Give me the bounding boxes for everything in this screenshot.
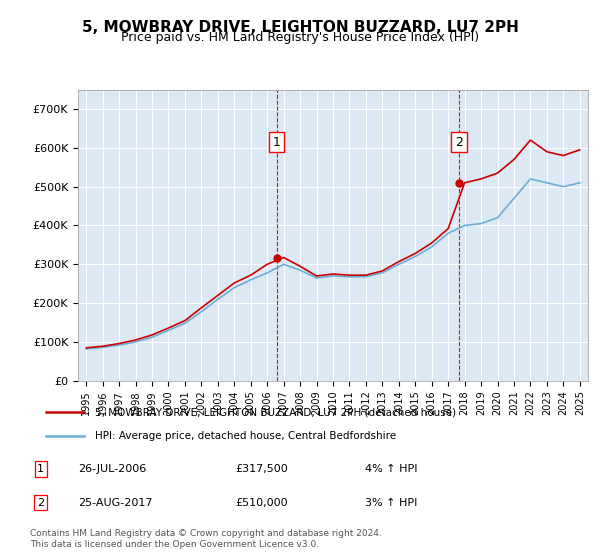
Text: 2: 2 [455,136,463,148]
Text: Price paid vs. HM Land Registry's House Price Index (HPI): Price paid vs. HM Land Registry's House … [121,31,479,44]
Text: 2: 2 [37,498,44,507]
Text: £317,500: £317,500 [235,464,288,474]
Text: 25-AUG-2017: 25-AUG-2017 [79,498,153,507]
Text: HPI: Average price, detached house, Central Bedfordshire: HPI: Average price, detached house, Cent… [95,431,396,441]
Text: 26-JUL-2006: 26-JUL-2006 [79,464,147,474]
Text: 5, MOWBRAY DRIVE, LEIGHTON BUZZARD, LU7 2PH: 5, MOWBRAY DRIVE, LEIGHTON BUZZARD, LU7 … [82,20,518,35]
Text: £510,000: £510,000 [235,498,288,507]
Text: 3% ↑ HPI: 3% ↑ HPI [365,498,417,507]
Text: 4% ↑ HPI: 4% ↑ HPI [365,464,418,474]
Text: Contains HM Land Registry data © Crown copyright and database right 2024.
This d: Contains HM Land Registry data © Crown c… [30,529,382,549]
Text: 1: 1 [272,136,281,148]
Text: 1: 1 [37,464,44,474]
Text: 5, MOWBRAY DRIVE, LEIGHTON BUZZARD, LU7 2PH (detached house): 5, MOWBRAY DRIVE, LEIGHTON BUZZARD, LU7 … [95,408,456,418]
